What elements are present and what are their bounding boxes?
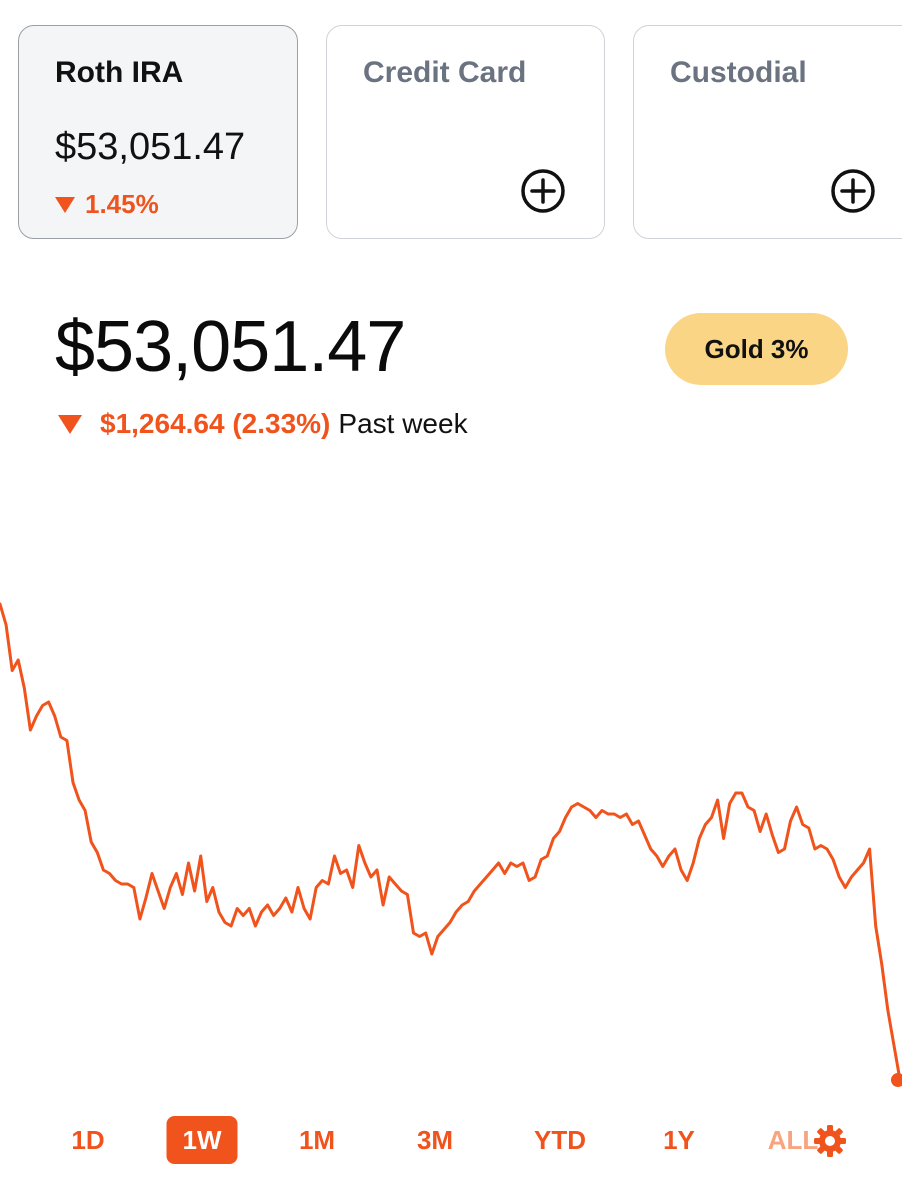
account-card-title: Credit Card	[363, 56, 527, 89]
gear-icon[interactable]	[813, 1124, 847, 1158]
account-card-title: Roth IRA	[55, 56, 184, 89]
range-1w-button[interactable]: 1W	[166, 1116, 238, 1164]
range-3m-button[interactable]: 3M	[416, 1125, 454, 1155]
account-card-roth-ira[interactable]: Roth IRA $53,051.47 1.45%	[18, 25, 298, 239]
account-card-credit-card[interactable]: Credit Card	[326, 25, 605, 239]
portfolio-line-chart[interactable]	[0, 590, 902, 1100]
portfolio-change-amount: $1,264.64 (2.33%)	[100, 408, 331, 439]
range-1m-button[interactable]: 1M	[298, 1125, 336, 1155]
gold-badge-button[interactable]: Gold 3%	[665, 313, 848, 385]
account-card-value: $53,051.47	[55, 126, 246, 168]
chart-end-point	[891, 1073, 902, 1087]
account-cards: Roth IRA $53,051.47 1.45% Credit Card Cu…	[18, 25, 902, 241]
account-card-change: 1.45%	[55, 189, 159, 220]
account-card-custodial[interactable]: Custodial	[633, 25, 902, 239]
range-1y-button[interactable]: 1Y	[663, 1125, 695, 1155]
range-ytd-button[interactable]: YTD	[534, 1125, 586, 1155]
portfolio-balance: $53,051.47	[55, 307, 406, 387]
chart-series-line	[0, 602, 902, 1082]
range-all-button[interactable]: ALL	[767, 1125, 819, 1155]
plus-circle-icon[interactable]	[830, 168, 876, 214]
range-1d-button[interactable]: 1D	[71, 1125, 105, 1155]
account-card-title: Custodial	[670, 56, 807, 89]
down-triangle-icon	[58, 414, 82, 434]
account-card-change-percent: 1.45%	[85, 189, 159, 219]
portfolio-change: $1,264.64 (2.33%) Past week	[58, 408, 468, 440]
portfolio-change-period: Past week	[338, 408, 468, 439]
time-range-selector: 1D 1W 1M 3M YTD 1Y ALL	[0, 1116, 902, 1166]
down-triangle-icon	[55, 196, 75, 213]
plus-circle-icon[interactable]	[520, 168, 566, 214]
